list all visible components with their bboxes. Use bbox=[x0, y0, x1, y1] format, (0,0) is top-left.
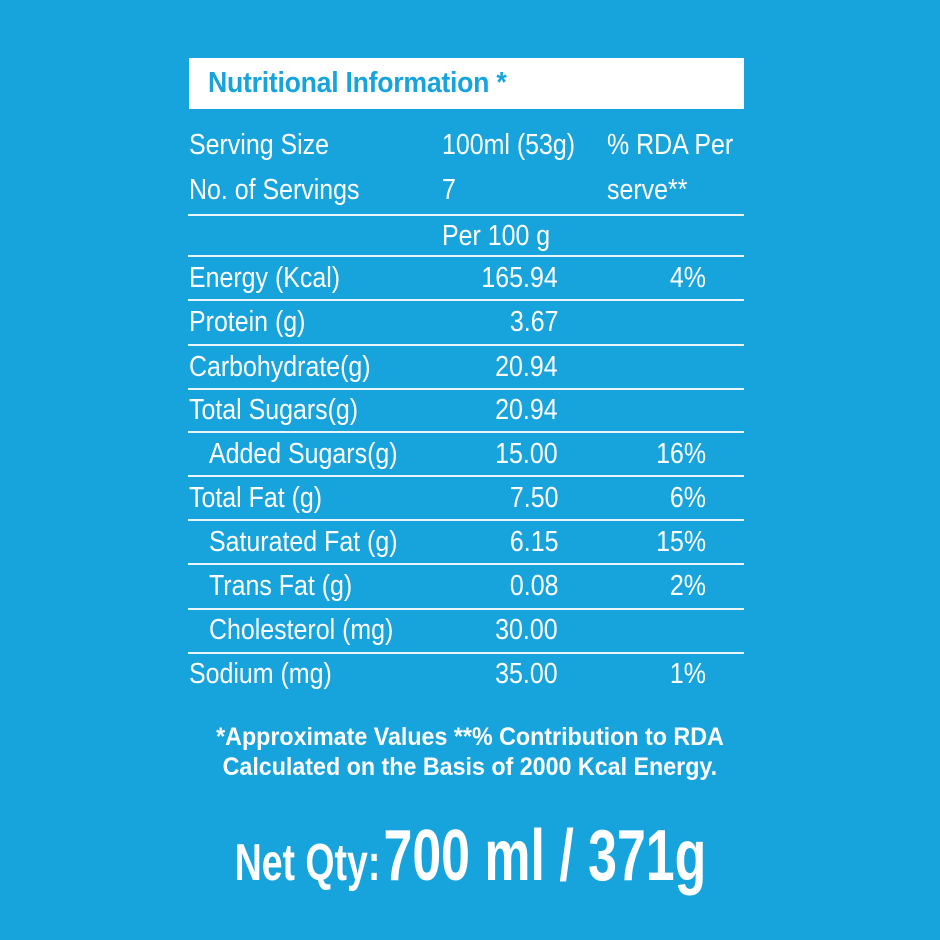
divider bbox=[188, 214, 744, 216]
nutrient-label: Trans Fat (g) bbox=[209, 570, 353, 602]
net-quantity-label: Net Qty: bbox=[234, 834, 380, 892]
nutrient-rda: 1% bbox=[669, 658, 706, 690]
divider bbox=[188, 652, 744, 654]
title-banner: Nutritional Information * bbox=[189, 58, 744, 109]
nutrient-rda: 6% bbox=[669, 482, 706, 514]
divider bbox=[188, 608, 744, 610]
nutrient-value: 0.08 bbox=[509, 570, 558, 602]
nutrient-label: Sodium (mg) bbox=[189, 658, 332, 690]
rda-header-line1: % RDA Per bbox=[607, 129, 734, 161]
nutrient-value: 3.67 bbox=[509, 306, 558, 338]
footnote-line1: *Approximate Values **% Contribution to … bbox=[216, 723, 724, 751]
nutrient-label: Total Fat (g) bbox=[189, 482, 323, 514]
net-quantity-value: 700 ml / 371g bbox=[383, 816, 706, 896]
servings-count-label: No. of Servings bbox=[189, 174, 360, 206]
nutrient-value: 30.00 bbox=[495, 614, 558, 646]
divider bbox=[188, 344, 744, 346]
nutrient-rda: 2% bbox=[669, 570, 706, 602]
divider bbox=[188, 388, 744, 390]
nutrient-label: Carbohydrate(g) bbox=[189, 351, 371, 383]
nutrient-label: Energy (Kcal) bbox=[189, 262, 341, 294]
nutrient-label: Cholesterol (mg) bbox=[209, 614, 394, 646]
servings-count-value: 7 bbox=[442, 174, 456, 206]
divider bbox=[188, 255, 744, 257]
column-header-per-100g: Per 100 g bbox=[442, 220, 551, 252]
page-title: Nutritional Information * bbox=[208, 67, 507, 99]
divider bbox=[188, 563, 744, 565]
rda-header-line2: serve** bbox=[607, 174, 688, 206]
nutrient-label: Protein (g) bbox=[189, 306, 306, 338]
divider bbox=[188, 299, 744, 301]
nutrient-rda: 4% bbox=[669, 262, 706, 294]
nutrient-label: Added Sugars(g) bbox=[209, 438, 398, 470]
nutrient-value: 15.00 bbox=[495, 438, 558, 470]
nutrient-rda: 15% bbox=[656, 526, 706, 558]
nutrient-label: Total Sugars(g) bbox=[189, 394, 359, 426]
nutrient-value: 7.50 bbox=[509, 482, 558, 514]
nutrient-label: Saturated Fat (g) bbox=[209, 526, 398, 558]
nutrient-value: 35.00 bbox=[495, 658, 558, 690]
serving-size-label: Serving Size bbox=[189, 129, 330, 161]
nutrient-rda: 16% bbox=[656, 438, 706, 470]
nutrient-value: 20.94 bbox=[495, 394, 558, 426]
nutrient-value: 6.15 bbox=[509, 526, 558, 558]
divider bbox=[188, 475, 744, 477]
divider bbox=[188, 519, 744, 521]
nutrient-value: 20.94 bbox=[495, 351, 558, 383]
serving-size-value: 100ml (53g) bbox=[442, 129, 576, 161]
nutrient-value: 165.94 bbox=[481, 262, 558, 294]
divider bbox=[188, 431, 744, 433]
net-quantity: Net Qty: 700 ml / 371g bbox=[0, 815, 940, 897]
footnote-line2: Calculated on the Basis of 2000 Kcal Ene… bbox=[222, 753, 718, 781]
